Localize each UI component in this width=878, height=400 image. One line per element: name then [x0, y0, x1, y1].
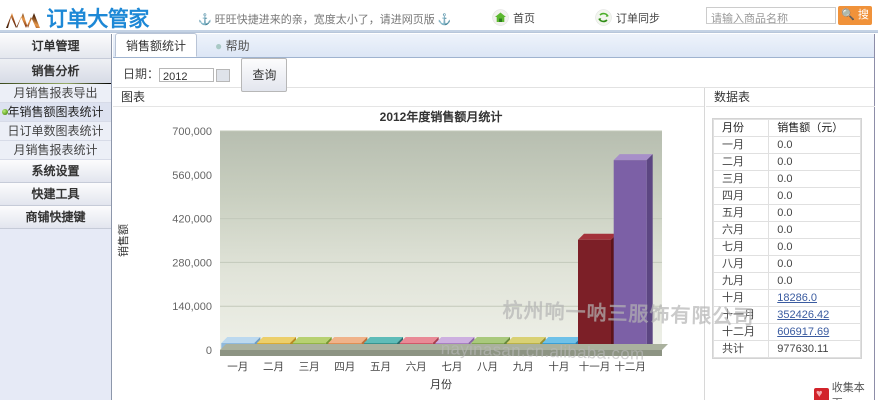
- svg-text:四月: 四月: [334, 361, 355, 373]
- svg-text:二月: 二月: [263, 361, 284, 373]
- svg-text:700,000: 700,000: [172, 126, 212, 138]
- svg-text:十二月: 十二月: [614, 360, 646, 373]
- svg-text:销售额: 销售额: [116, 224, 130, 257]
- svg-text:0: 0: [206, 345, 212, 357]
- svg-text:七月: 七月: [441, 361, 462, 373]
- svg-text:560,000: 560,000: [172, 170, 212, 182]
- svg-text:五月: 五月: [370, 361, 391, 373]
- svg-text:八月: 八月: [477, 361, 498, 373]
- svg-text:280,000: 280,000: [172, 257, 212, 269]
- svg-text:420,000: 420,000: [172, 214, 212, 226]
- svg-text:九月: 九月: [513, 361, 534, 373]
- svg-text:2012年度销售额月统计: 2012年度销售额月统计: [380, 109, 503, 124]
- svg-text:月份: 月份: [430, 378, 452, 391]
- svg-text:三月: 三月: [299, 361, 320, 373]
- svg-text:六月: 六月: [406, 361, 427, 373]
- svg-text:十一月: 十一月: [579, 360, 611, 373]
- svg-text:一月: 一月: [227, 361, 248, 373]
- svg-text:十月: 十月: [548, 360, 569, 373]
- svg-text:140,000: 140,000: [172, 301, 212, 313]
